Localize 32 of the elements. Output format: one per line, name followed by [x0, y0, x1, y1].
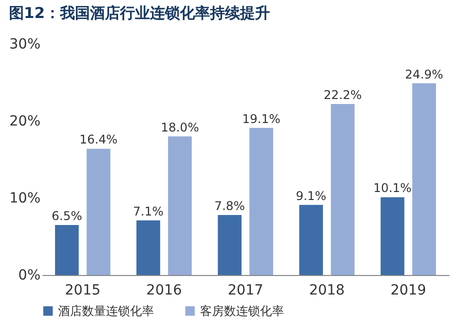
- bar: [55, 224, 79, 275]
- chart-title: 图12：我国酒店行业连锁化率持续提升: [8, 4, 270, 22]
- bar: [168, 136, 192, 275]
- y-tick-label: 10%: [9, 190, 40, 206]
- bar: [380, 197, 404, 275]
- bar: [412, 83, 436, 275]
- data-label: 18.0%: [160, 120, 199, 134]
- bar: [330, 104, 355, 275]
- bar: [218, 214, 242, 275]
- x-tick-label: 2016: [146, 282, 182, 298]
- data-label: 7.8%: [214, 198, 245, 213]
- data-label: 6.5%: [52, 208, 82, 223]
- bar: [299, 204, 323, 275]
- y-tick-label: 0%: [18, 268, 40, 284]
- y-tick-label: 20%: [9, 114, 40, 130]
- bar: [136, 220, 160, 275]
- x-tick-label: 2018: [309, 282, 345, 298]
- data-label: 9.1%: [296, 188, 326, 203]
- x-tick-label: 2017: [228, 282, 264, 298]
- data-label: 10.1%: [373, 181, 412, 196]
- bar: [249, 128, 274, 275]
- legend-label: 酒店数量连锁化率: [58, 304, 154, 318]
- x-tick-label: 2015: [64, 282, 101, 298]
- data-label: 22.2%: [324, 88, 362, 102]
- data-label: 7.1%: [133, 204, 164, 218]
- x-tick-label: 2019: [390, 282, 426, 298]
- legend-label: 客房数连锁化率: [200, 304, 284, 318]
- bar: [86, 148, 110, 275]
- data-label: 16.4%: [79, 132, 118, 147]
- y-tick-label: 30%: [9, 36, 40, 52]
- data-label: 24.9%: [405, 67, 444, 82]
- data-label: 19.1%: [242, 112, 280, 126]
